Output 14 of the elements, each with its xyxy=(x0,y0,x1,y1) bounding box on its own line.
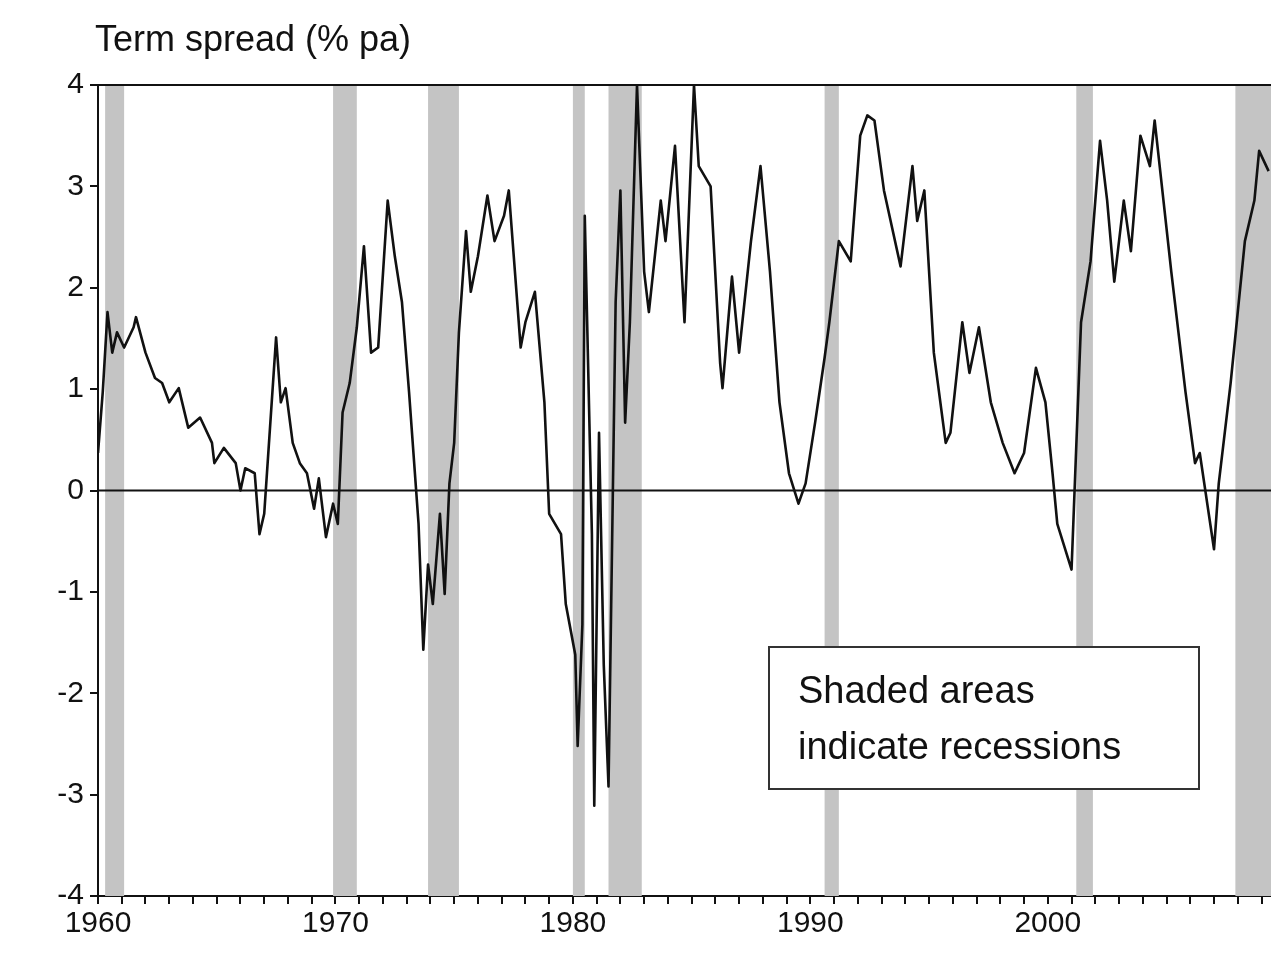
annotation: Shaded areas indicate recessions xyxy=(768,646,1200,790)
y-tick-label: -2 xyxy=(57,674,84,708)
y-axis-title: Term spread (% pa) xyxy=(95,18,412,60)
y-tick-label: 0 xyxy=(67,471,84,505)
x-tick-label: 1990 xyxy=(776,905,844,939)
y-tick-label: 3 xyxy=(67,167,84,201)
y-tick-label: -3 xyxy=(57,775,84,809)
y-tick-label: 4 xyxy=(67,66,84,100)
y-tick-label: 1 xyxy=(67,370,84,404)
x-tick-label: 1980 xyxy=(539,905,607,939)
y-tick-label: 2 xyxy=(67,269,84,303)
x-tick-label: 2000 xyxy=(1014,905,1082,939)
y-tick-label: -1 xyxy=(57,573,84,607)
x-tick-label: 1970 xyxy=(302,905,369,939)
